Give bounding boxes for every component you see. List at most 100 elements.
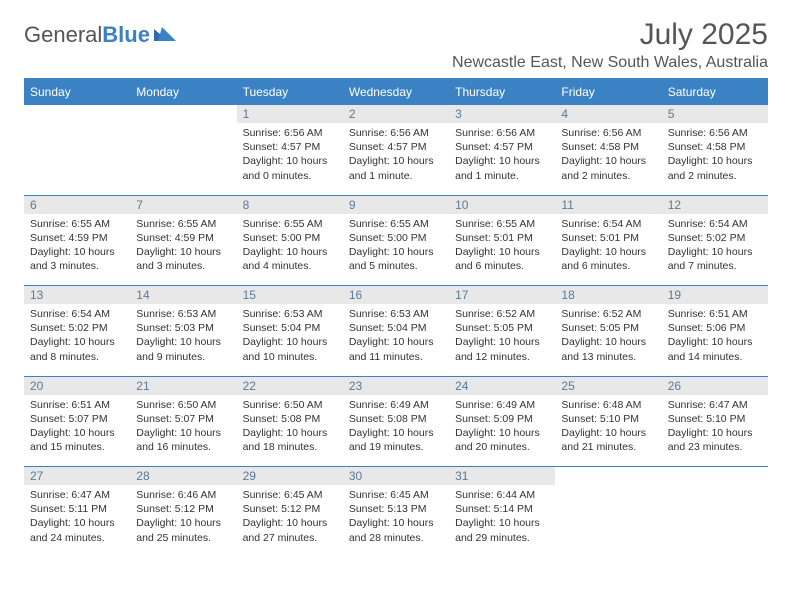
sunrise-text: Sunrise: 6:49 AM	[349, 398, 443, 412]
day-number-cell	[662, 467, 768, 486]
day-number-cell: 7	[130, 195, 236, 214]
day-detail-cell: Sunrise: 6:55 AMSunset: 4:59 PMDaylight:…	[130, 214, 236, 286]
triangle-icon	[154, 25, 176, 46]
day-detail-cell	[24, 123, 130, 195]
sunset-text: Sunset: 5:12 PM	[243, 502, 337, 516]
sunset-text: Sunset: 5:09 PM	[455, 412, 549, 426]
daylight-text: Daylight: 10 hours and 8 minutes.	[30, 335, 124, 363]
sunset-text: Sunset: 5:05 PM	[561, 321, 655, 335]
day-number-cell: 11	[555, 195, 661, 214]
sunrise-text: Sunrise: 6:45 AM	[243, 488, 337, 502]
day-number-cell: 28	[130, 467, 236, 486]
sunrise-text: Sunrise: 6:55 AM	[243, 217, 337, 231]
month-title: July 2025	[452, 18, 768, 52]
sunset-text: Sunset: 5:08 PM	[243, 412, 337, 426]
logo-word-a: General	[24, 22, 102, 47]
sunset-text: Sunset: 5:06 PM	[668, 321, 762, 335]
daylight-text: Daylight: 10 hours and 13 minutes.	[561, 335, 655, 363]
sunrise-text: Sunrise: 6:53 AM	[136, 307, 230, 321]
day-detail-cell: Sunrise: 6:54 AMSunset: 5:02 PMDaylight:…	[662, 214, 768, 286]
day-number-cell: 23	[343, 376, 449, 395]
day-number-cell: 1	[237, 105, 343, 124]
day-detail-cell: Sunrise: 6:54 AMSunset: 5:02 PMDaylight:…	[24, 304, 130, 376]
sunrise-text: Sunrise: 6:56 AM	[349, 126, 443, 140]
day-header: Wednesday	[343, 79, 449, 105]
sunrise-text: Sunrise: 6:55 AM	[455, 217, 549, 231]
sunset-text: Sunset: 5:01 PM	[561, 231, 655, 245]
daylight-text: Daylight: 10 hours and 1 minute.	[455, 154, 549, 182]
day-number-cell: 17	[449, 286, 555, 305]
detail-row: Sunrise: 6:47 AMSunset: 5:11 PMDaylight:…	[24, 485, 768, 557]
day-header: Tuesday	[237, 79, 343, 105]
sunrise-text: Sunrise: 6:48 AM	[561, 398, 655, 412]
day-detail-cell: Sunrise: 6:53 AMSunset: 5:04 PMDaylight:…	[237, 304, 343, 376]
day-detail-cell: Sunrise: 6:55 AMSunset: 5:01 PMDaylight:…	[449, 214, 555, 286]
sunrise-text: Sunrise: 6:47 AM	[668, 398, 762, 412]
daylight-text: Daylight: 10 hours and 11 minutes.	[349, 335, 443, 363]
day-number-cell: 8	[237, 195, 343, 214]
sunrise-text: Sunrise: 6:47 AM	[30, 488, 124, 502]
sunrise-text: Sunrise: 6:44 AM	[455, 488, 549, 502]
day-number-cell	[130, 105, 236, 124]
day-detail-cell: Sunrise: 6:53 AMSunset: 5:04 PMDaylight:…	[343, 304, 449, 376]
day-detail-cell: Sunrise: 6:47 AMSunset: 5:10 PMDaylight:…	[662, 395, 768, 467]
day-header: Sunday	[24, 79, 130, 105]
daylight-text: Daylight: 10 hours and 23 minutes.	[668, 426, 762, 454]
sunset-text: Sunset: 5:11 PM	[30, 502, 124, 516]
sunrise-text: Sunrise: 6:54 AM	[561, 217, 655, 231]
day-detail-cell: Sunrise: 6:56 AMSunset: 4:57 PMDaylight:…	[343, 123, 449, 195]
day-number-cell: 15	[237, 286, 343, 305]
day-number-cell: 19	[662, 286, 768, 305]
sunrise-text: Sunrise: 6:51 AM	[30, 398, 124, 412]
sunset-text: Sunset: 5:05 PM	[455, 321, 549, 335]
sunset-text: Sunset: 5:00 PM	[349, 231, 443, 245]
daynum-row: 12345	[24, 105, 768, 124]
day-header: Monday	[130, 79, 236, 105]
sunrise-text: Sunrise: 6:55 AM	[30, 217, 124, 231]
day-header: Saturday	[662, 79, 768, 105]
day-detail-cell: Sunrise: 6:48 AMSunset: 5:10 PMDaylight:…	[555, 395, 661, 467]
day-detail-cell: Sunrise: 6:49 AMSunset: 5:09 PMDaylight:…	[449, 395, 555, 467]
day-detail-cell: Sunrise: 6:56 AMSunset: 4:58 PMDaylight:…	[662, 123, 768, 195]
day-number-cell: 24	[449, 376, 555, 395]
daynum-row: 20212223242526	[24, 376, 768, 395]
sunrise-text: Sunrise: 6:45 AM	[349, 488, 443, 502]
title-block: July 2025 Newcastle East, New South Wale…	[452, 18, 768, 72]
logo-text: GeneralBlue	[24, 22, 150, 48]
sunrise-text: Sunrise: 6:51 AM	[668, 307, 762, 321]
daylight-text: Daylight: 10 hours and 7 minutes.	[668, 245, 762, 273]
day-header: Friday	[555, 79, 661, 105]
sunrise-text: Sunrise: 6:55 AM	[136, 217, 230, 231]
sunrise-text: Sunrise: 6:56 AM	[668, 126, 762, 140]
day-number-cell: 9	[343, 195, 449, 214]
day-number-cell: 26	[662, 376, 768, 395]
sunrise-text: Sunrise: 6:55 AM	[349, 217, 443, 231]
day-number-cell: 31	[449, 467, 555, 486]
day-number-cell: 3	[449, 105, 555, 124]
daylight-text: Daylight: 10 hours and 21 minutes.	[561, 426, 655, 454]
daylight-text: Daylight: 10 hours and 24 minutes.	[30, 516, 124, 544]
day-number-cell: 6	[24, 195, 130, 214]
daylight-text: Daylight: 10 hours and 20 minutes.	[455, 426, 549, 454]
daylight-text: Daylight: 10 hours and 15 minutes.	[30, 426, 124, 454]
daylight-text: Daylight: 10 hours and 12 minutes.	[455, 335, 549, 363]
day-detail-cell: Sunrise: 6:50 AMSunset: 5:07 PMDaylight:…	[130, 395, 236, 467]
daynum-row: 2728293031	[24, 467, 768, 486]
daylight-text: Daylight: 10 hours and 1 minute.	[349, 154, 443, 182]
day-detail-cell: Sunrise: 6:56 AMSunset: 4:57 PMDaylight:…	[237, 123, 343, 195]
daylight-text: Daylight: 10 hours and 3 minutes.	[136, 245, 230, 273]
day-number-cell	[555, 467, 661, 486]
daynum-row: 6789101112	[24, 195, 768, 214]
day-number-cell: 5	[662, 105, 768, 124]
sunset-text: Sunset: 5:14 PM	[455, 502, 549, 516]
day-detail-cell: Sunrise: 6:51 AMSunset: 5:06 PMDaylight:…	[662, 304, 768, 376]
sunrise-text: Sunrise: 6:52 AM	[455, 307, 549, 321]
detail-row: Sunrise: 6:54 AMSunset: 5:02 PMDaylight:…	[24, 304, 768, 376]
day-detail-cell: Sunrise: 6:44 AMSunset: 5:14 PMDaylight:…	[449, 485, 555, 557]
day-number-cell: 30	[343, 467, 449, 486]
daylight-text: Daylight: 10 hours and 3 minutes.	[30, 245, 124, 273]
day-number-cell: 21	[130, 376, 236, 395]
daylight-text: Daylight: 10 hours and 9 minutes.	[136, 335, 230, 363]
day-detail-cell	[130, 123, 236, 195]
sunrise-text: Sunrise: 6:54 AM	[30, 307, 124, 321]
